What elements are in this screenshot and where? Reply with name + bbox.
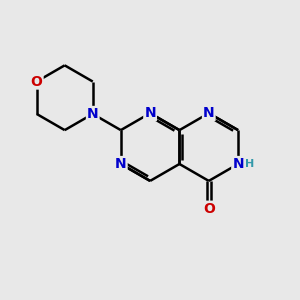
Text: N: N bbox=[115, 157, 127, 171]
Text: N: N bbox=[232, 157, 244, 171]
Text: N: N bbox=[203, 106, 214, 120]
Text: O: O bbox=[203, 202, 215, 216]
Text: N: N bbox=[87, 107, 99, 121]
Text: H: H bbox=[245, 159, 254, 169]
Text: N: N bbox=[144, 106, 156, 120]
Text: O: O bbox=[31, 74, 43, 88]
